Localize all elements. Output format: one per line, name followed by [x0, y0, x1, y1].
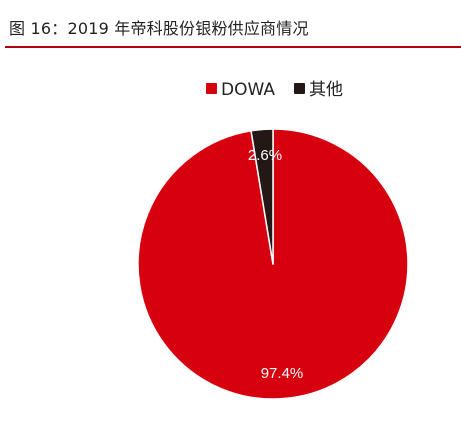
pie-slice-other: [250, 128, 274, 265]
legend-label-dowa: DOWA: [221, 80, 275, 100]
legend-swatch-dowa: [206, 83, 217, 94]
data-label-other: 2.6%: [248, 147, 282, 164]
pie-data-labels: 97.4% 2.6%: [248, 147, 303, 382]
data-label-dowa: 97.4%: [261, 365, 304, 382]
figure-title: 图 16：2019 年帝科股份银粉供应商情况: [9, 19, 309, 38]
title-divider: [5, 46, 461, 48]
legend-swatch-other: [294, 83, 305, 94]
legend-label-other: 其他: [309, 80, 343, 100]
chart-legend: DOWA 其他: [206, 80, 343, 100]
pie-slices: [137, 128, 409, 400]
